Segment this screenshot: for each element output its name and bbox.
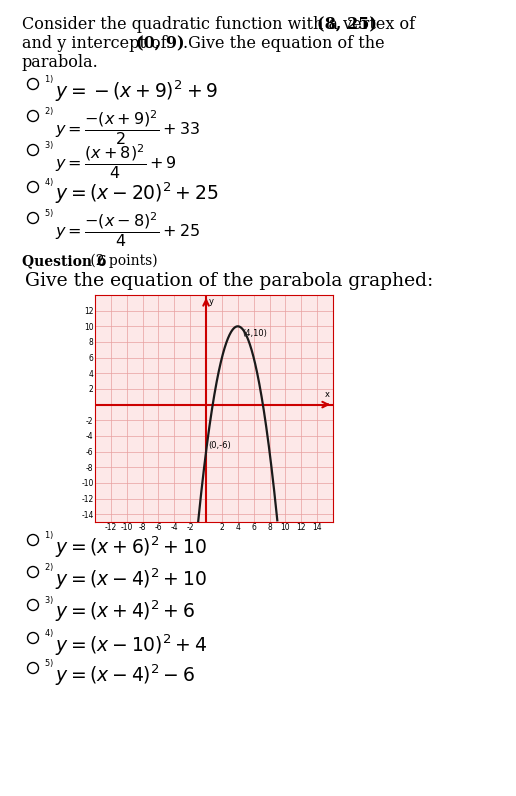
Text: $^{1)}$: $^{1)}$: [44, 76, 54, 89]
Text: $^{2)}$: $^{2)}$: [44, 564, 54, 577]
Text: $^{3)}$: $^{3)}$: [44, 142, 54, 155]
Text: (2 points): (2 points): [86, 254, 157, 268]
Text: (4,10): (4,10): [243, 329, 267, 338]
Text: and y intercept of: and y intercept of: [22, 35, 172, 52]
Text: $y = \dfrac{-(x-8)^2}{4} + 25$: $y = \dfrac{-(x-8)^2}{4} + 25$: [55, 210, 200, 248]
Text: .Give the equation of the: .Give the equation of the: [183, 35, 384, 52]
Text: $y = (x + 6)^2 + 10$: $y = (x + 6)^2 + 10$: [55, 534, 207, 560]
Text: y: y: [209, 297, 214, 306]
Text: Question 6: Question 6: [22, 254, 106, 268]
Text: $y = (x - 20)^2 + 25$: $y = (x - 20)^2 + 25$: [55, 181, 218, 206]
Text: $y = -(x + 9)^2 + 9$: $y = -(x + 9)^2 + 9$: [55, 78, 218, 103]
Text: $y = (x - 10)^2 + 4$: $y = (x - 10)^2 + 4$: [55, 632, 207, 657]
Text: $^{2)}$: $^{2)}$: [44, 108, 54, 121]
Text: $y = \dfrac{(x+8)^2}{4} + 9$: $y = \dfrac{(x+8)^2}{4} + 9$: [55, 142, 176, 181]
Text: $^{4)}$: $^{4)}$: [44, 630, 54, 643]
Text: $y = (x - 4)^2 + 10$: $y = (x - 4)^2 + 10$: [55, 566, 207, 591]
Text: x: x: [325, 390, 330, 399]
Text: parabola.: parabola.: [22, 54, 99, 71]
Text: $^{4)}$: $^{4)}$: [44, 179, 54, 192]
Text: $^{5)}$: $^{5)}$: [44, 210, 54, 223]
Text: Consider the quadratic function with a vertex of: Consider the quadratic function with a v…: [22, 16, 420, 33]
Text: $y = (x + 4)^2 + 6$: $y = (x + 4)^2 + 6$: [55, 599, 195, 625]
Text: (8, 25): (8, 25): [317, 16, 377, 33]
Text: $y = (x - 4)^2 - 6$: $y = (x - 4)^2 - 6$: [55, 662, 195, 688]
Text: $^{3)}$: $^{3)}$: [44, 597, 54, 610]
Text: $^{5)}$: $^{5)}$: [44, 660, 54, 673]
Text: $y = \dfrac{-(x+9)^2}{2} + 33$: $y = \dfrac{-(x+9)^2}{2} + 33$: [55, 108, 200, 146]
Text: Give the equation of the parabola graphed:: Give the equation of the parabola graphe…: [25, 272, 433, 290]
Text: (0,-6): (0,-6): [208, 441, 231, 450]
Text: (0, 9): (0, 9): [136, 35, 185, 52]
Text: $^{1)}$: $^{1)}$: [44, 532, 54, 545]
